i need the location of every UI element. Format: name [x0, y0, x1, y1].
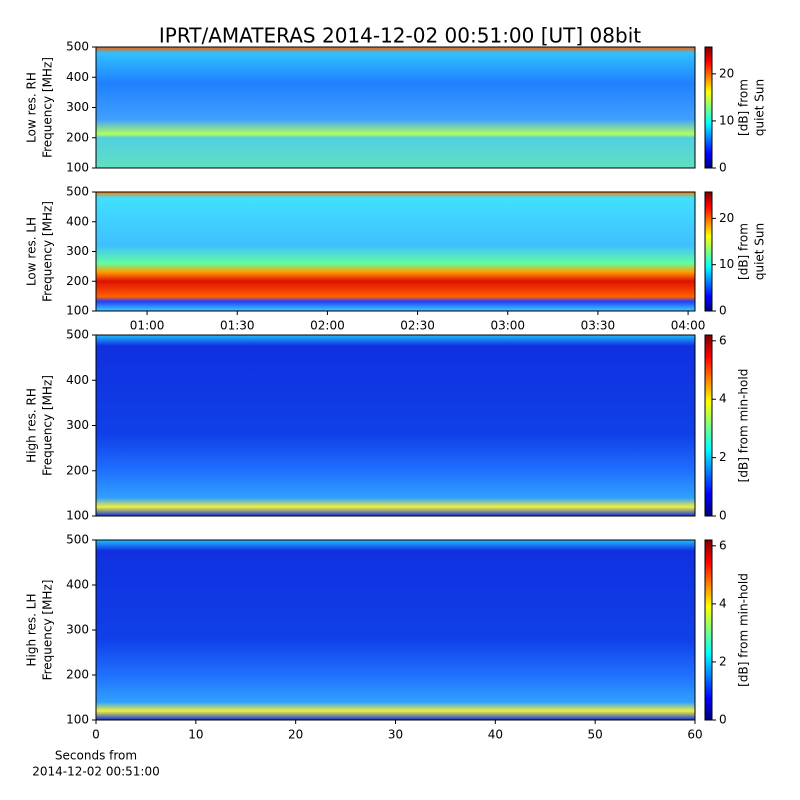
colorbar-label: [dB] from [737, 223, 751, 280]
heatmap [96, 335, 695, 516]
x-axis-label: Seconds from [55, 749, 137, 763]
y-axis-label: Frequency [MHz] [41, 201, 55, 302]
y-axis-label: High res. LH [25, 593, 39, 666]
y-tick-label: 100 [66, 304, 89, 318]
y-tick-label: 100 [66, 509, 89, 523]
colorbar-tick-label: 2 [719, 654, 727, 668]
x-tick-label: 0 [92, 728, 100, 742]
y-tick-label: 200 [66, 130, 89, 144]
y-axis-label: Frequency [MHz] [41, 580, 55, 681]
x-tick-label: 03:00 [490, 319, 525, 333]
y-tick-label: 500 [66, 40, 89, 54]
colorbar [704, 191, 713, 312]
colorbar-label: quiet Sun [753, 223, 767, 280]
y-tick-label: 400 [66, 214, 89, 228]
colorbar-label: [dB] from [737, 79, 751, 136]
colorbar-tick-label: 2 [719, 450, 727, 464]
x-tick-label: 20 [288, 728, 303, 742]
colorbar-tick-label: 0 [719, 161, 727, 175]
y-axis-label: High res. RH [25, 388, 39, 463]
colorbar-tick-label: 0 [719, 509, 727, 523]
y-tick-label: 300 [66, 623, 89, 637]
colorbar-label: [dB] from min-hold [737, 573, 751, 687]
x-tick-label: 60 [687, 728, 702, 742]
heatmap [96, 540, 695, 720]
y-tick-label: 100 [66, 713, 89, 727]
y-tick-label: 200 [66, 668, 89, 682]
y-axis-label: Low res. RH [25, 72, 39, 143]
colorbar-label: quiet Sun [753, 79, 767, 136]
x-tick-label: 03:30 [581, 319, 616, 333]
colorbar-tick-label: 0 [719, 713, 727, 727]
colorbar-tick-label: 20 [719, 66, 734, 80]
colorbar-tick-label: 4 [719, 392, 727, 406]
y-tick-label: 200 [66, 463, 89, 477]
y-tick-label: 200 [66, 274, 89, 288]
x-axis-label: 2014-12-02 00:51:00 [32, 765, 159, 779]
chart-title: IPRT/AMATERAS 2014-12-02 00:51:00 [UT] 0… [159, 24, 641, 48]
y-tick-label: 100 [66, 161, 89, 175]
x-tick-label: 10 [188, 728, 203, 742]
y-tick-label: 300 [66, 418, 89, 432]
colorbar-tick-label: 10 [719, 113, 734, 127]
colorbar [704, 334, 713, 517]
heatmap [96, 192, 695, 311]
x-tick-label: 04:00 [671, 319, 706, 333]
colorbar [704, 46, 713, 169]
colorbar-tick-label: 10 [719, 257, 734, 271]
x-tick-label: 01:30 [220, 319, 255, 333]
x-tick-label: 30 [388, 728, 403, 742]
colorbar-tick-label: 6 [719, 333, 727, 347]
colorbar-tick-label: 6 [719, 538, 727, 552]
x-tick-label: 40 [488, 728, 503, 742]
y-axis-label: Frequency [MHz] [41, 375, 55, 476]
y-tick-label: 300 [66, 100, 89, 114]
y-tick-label: 300 [66, 244, 89, 258]
colorbar [704, 539, 713, 721]
x-tick-label: 02:00 [310, 319, 345, 333]
colorbar-tick-label: 0 [719, 304, 727, 318]
heatmap [96, 47, 695, 168]
y-tick-label: 500 [66, 185, 89, 199]
colorbar-tick-label: 4 [719, 596, 727, 610]
y-axis-label: Low res. LH [25, 217, 39, 286]
y-tick-label: 400 [66, 70, 89, 84]
colorbar-tick-label: 20 [719, 211, 734, 225]
y-tick-label: 500 [66, 533, 89, 547]
x-tick-label: 01:00 [130, 319, 165, 333]
y-tick-label: 400 [66, 578, 89, 592]
x-tick-label: 02:30 [400, 319, 435, 333]
y-axis-label: Frequency [MHz] [41, 57, 55, 158]
x-tick-label: 50 [588, 728, 603, 742]
y-tick-label: 500 [66, 328, 89, 342]
y-tick-label: 400 [66, 373, 89, 387]
colorbar-label: [dB] from min-hold [737, 369, 751, 483]
